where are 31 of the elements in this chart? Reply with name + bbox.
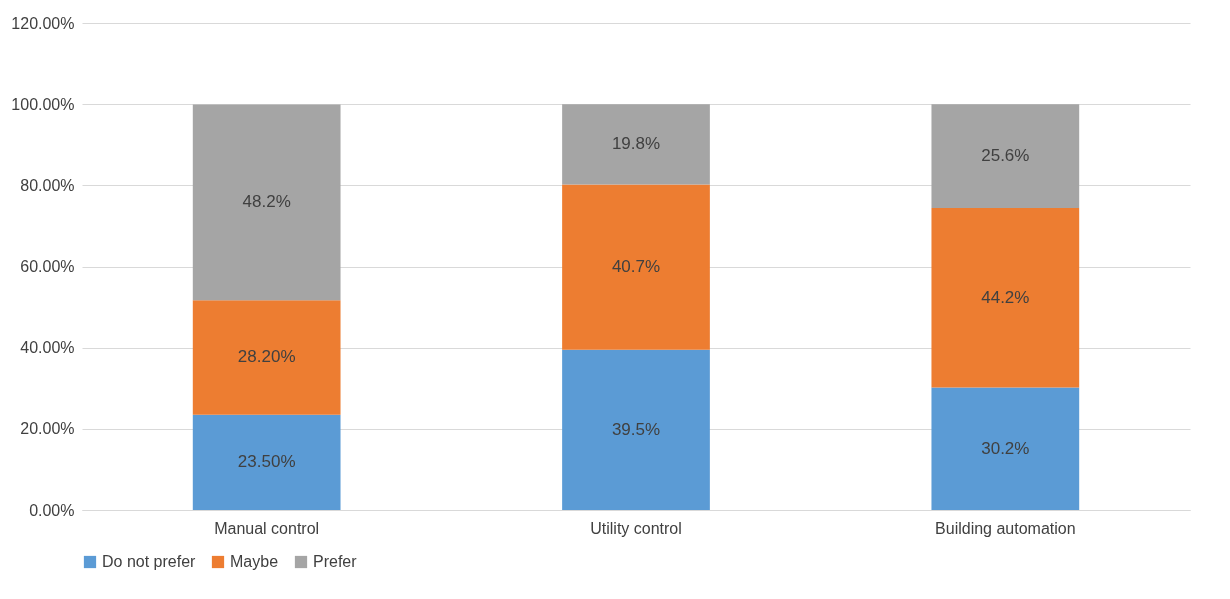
y-tick-label: 120.00% [11, 14, 75, 32]
x-tick-label: Manual control [214, 519, 320, 537]
bar [931, 208, 1080, 388]
data-label: 28.20% [237, 347, 296, 367]
data-label: 44.2% [981, 287, 1030, 307]
y-tick-label: 40.00% [20, 339, 75, 357]
data-label: 25.6% [981, 146, 1030, 166]
y-tick-label: 100.00% [11, 95, 75, 113]
bar [562, 349, 710, 510]
data-label: 19.8% [611, 134, 661, 154]
data-label: 30.2% [981, 438, 1030, 458]
bar [562, 184, 710, 350]
bar [192, 104, 341, 301]
legend-label: Maybe [230, 553, 279, 570]
bar [192, 300, 341, 415]
legend-label: Prefer [313, 553, 358, 570]
data-label: 23.50% [237, 452, 296, 472]
y-tick-label: 0.00% [29, 501, 75, 519]
data-label: 39.5% [611, 419, 661, 439]
legend-label: Do not prefer [102, 553, 197, 570]
y-tick-label: 20.00% [20, 420, 75, 438]
x-tick-label: Utility control [590, 519, 682, 537]
bar [562, 104, 710, 185]
data-label: 48.2% [242, 192, 291, 212]
bar [931, 104, 1080, 209]
y-tick-label: 80.00% [20, 176, 75, 194]
y-tick-label: 60.00% [20, 258, 75, 275]
x-tick-label: Building automation [935, 519, 1076, 537]
bar [192, 414, 341, 510]
data-label: 40.7% [611, 257, 661, 277]
bar [931, 387, 1080, 510]
